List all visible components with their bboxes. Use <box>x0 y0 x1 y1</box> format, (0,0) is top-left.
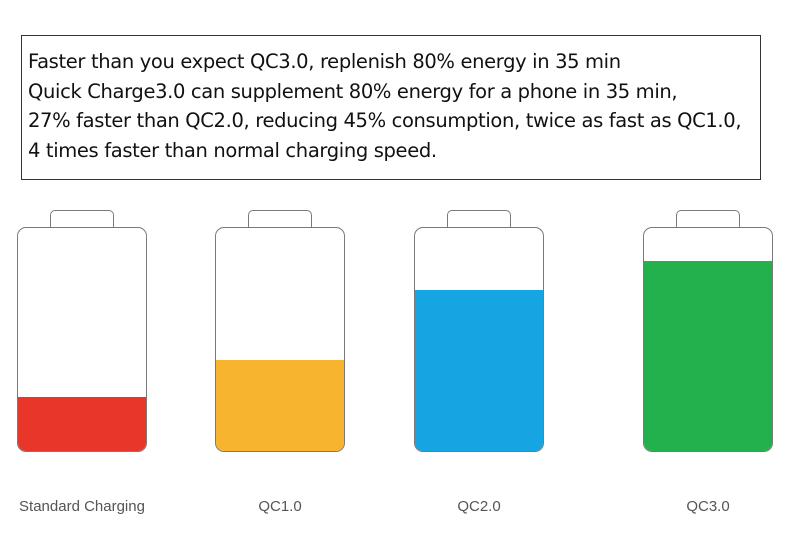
battery-cap <box>248 210 312 228</box>
description-line-3: 27% faster than QC2.0, reducing 45% cons… <box>28 109 742 132</box>
battery-cap <box>50 210 114 228</box>
description-line-1: Faster than you expect QC3.0, replenish … <box>28 50 621 73</box>
battery-cap <box>676 210 740 228</box>
battery-body <box>414 227 544 452</box>
battery-cap <box>447 210 511 228</box>
battery-body <box>643 227 773 452</box>
description-box: Faster than you expect QC3.0, replenish … <box>21 35 761 180</box>
battery-body <box>17 227 147 452</box>
battery-fill <box>415 290 543 451</box>
battery-fill <box>644 261 772 451</box>
battery-fill <box>18 397 146 451</box>
battery-label-standard-charging: Standard Charging <box>19 498 145 515</box>
battery-body <box>215 227 345 452</box>
battery-label-qc2: QC2.0 <box>457 498 501 515</box>
description-line-4: 4 times faster than normal charging spee… <box>28 138 437 162</box>
battery-label-qc1: QC1.0 <box>258 498 302 515</box>
battery-label-qc3: QC3.0 <box>686 498 730 515</box>
battery-fill <box>216 359 344 451</box>
description-line-2: Quick Charge3.0 can supplement 80% energ… <box>28 79 678 103</box>
